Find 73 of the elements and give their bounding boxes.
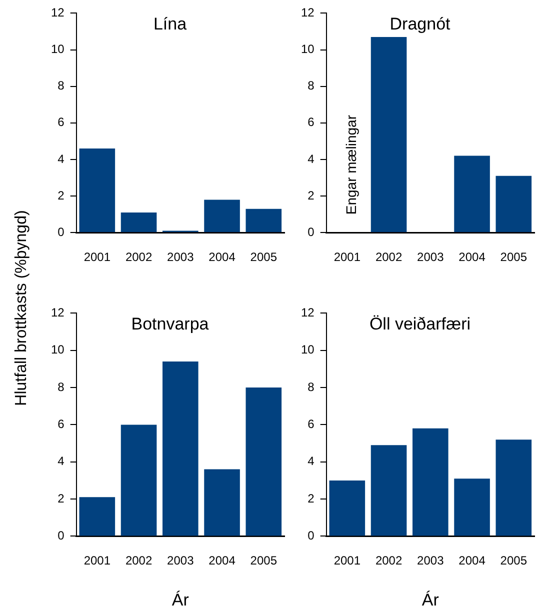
x-tick-label: 2005: [500, 250, 528, 264]
bar: [496, 440, 532, 536]
y-tick-label: 4: [58, 152, 65, 166]
y-tick-label: 4: [58, 454, 65, 468]
y-tick-label: 2: [58, 491, 65, 506]
y-tick-label: 4: [308, 454, 315, 468]
bar: [454, 156, 490, 232]
chart-title: Öll veiðarfæri: [369, 314, 471, 334]
bar: [162, 362, 198, 536]
x-tick-label: 2001: [334, 250, 361, 264]
bar: [246, 388, 282, 536]
y-tick-label: 6: [308, 417, 315, 432]
x-tick-label: 2003: [417, 554, 444, 568]
bar: [412, 428, 448, 536]
y-tick-label: 2: [308, 188, 315, 202]
x-tick-label: 2004: [208, 250, 236, 264]
x-tick-label: 2002: [375, 250, 402, 264]
x-axis-title: Ár: [172, 590, 190, 610]
bar: [204, 469, 240, 536]
x-tick-label: 2003: [167, 250, 194, 264]
chart-title: Lína: [153, 14, 188, 34]
x-tick-label: 2003: [167, 554, 194, 568]
y-tick-label: 0: [58, 224, 65, 239]
y-tick-label: 10: [300, 42, 315, 56]
x-tick-label: 2001: [334, 554, 361, 568]
y-tick-label: 0: [308, 528, 315, 543]
x-tick-label: 2002: [125, 554, 152, 568]
x-tick-label: 2001: [84, 250, 111, 264]
y-tick-label: 2: [58, 188, 65, 202]
x-tick-label: 2003: [417, 250, 444, 264]
bar: [120, 212, 157, 232]
bar: [79, 497, 116, 536]
x-tick-label: 2004: [208, 554, 236, 568]
y-tick-label: 0: [308, 224, 315, 239]
bar: [120, 424, 157, 536]
bar: [246, 208, 282, 232]
bar: [79, 148, 116, 232]
y-tick-label: 12: [300, 6, 315, 20]
x-tick-label: 2005: [250, 554, 278, 568]
annotation: Engar mælingar: [343, 114, 360, 215]
y-tick-label: 2: [308, 491, 315, 506]
y-tick-label: 8: [308, 380, 315, 394]
chart-title: Botnvarpa: [131, 314, 210, 334]
y-tick-label: 6: [58, 417, 65, 432]
y-tick-label: 0: [58, 528, 65, 543]
y-tick-label: 10: [50, 342, 65, 357]
x-tick-label: 2004: [458, 554, 486, 568]
x-tick-label: 2005: [250, 250, 278, 264]
y-tick-label: 6: [308, 115, 315, 130]
x-tick-label: 2004: [458, 250, 486, 264]
y-tick-label: 10: [50, 42, 65, 56]
y-tick-label: 12: [300, 306, 315, 320]
bar: [454, 478, 490, 536]
y-tick-label: 8: [308, 78, 315, 93]
x-tick-label: 2002: [375, 554, 402, 568]
chart-title: Dragnót: [390, 14, 451, 34]
y-tick-label: 12: [50, 306, 65, 320]
x-tick-label: 2002: [125, 250, 152, 264]
x-axis-title: Ár: [422, 590, 440, 610]
y-tick-label: 10: [300, 342, 315, 357]
bar: [329, 480, 366, 536]
y-tick-label: 12: [50, 6, 65, 20]
bar: [370, 36, 407, 232]
y-tick-label: 6: [58, 115, 65, 130]
y-tick-label: 8: [58, 78, 65, 93]
bar: [370, 445, 407, 536]
x-tick-label: 2001: [84, 554, 111, 568]
y-tick-label: 4: [308, 152, 315, 166]
x-tick-label: 2005: [500, 554, 528, 568]
y-axis-title: Hlutfall brottkasts (%þyngd): [13, 210, 31, 406]
bar: [496, 176, 532, 232]
y-tick-label: 8: [58, 380, 65, 394]
bar: [204, 200, 240, 232]
